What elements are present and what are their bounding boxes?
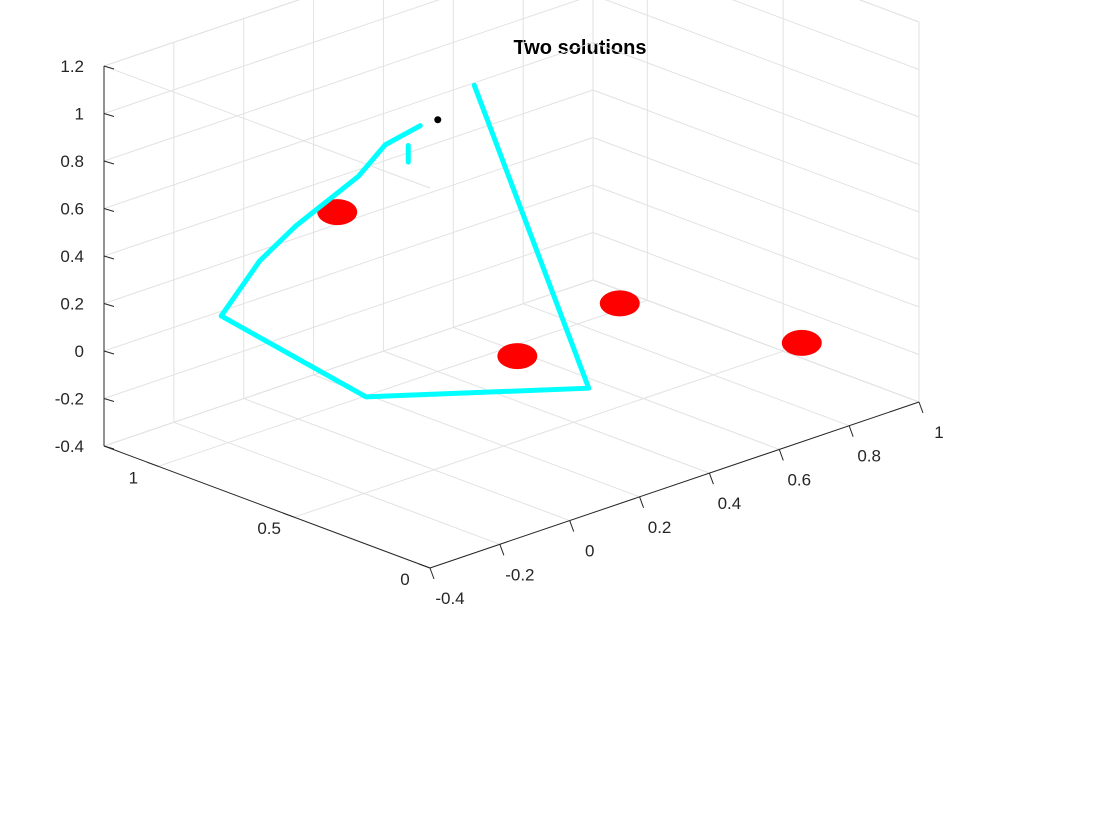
x-tick-label: 0.2	[648, 518, 672, 537]
x-tick	[569, 520, 575, 532]
grid-line	[453, 326, 780, 450]
x-tick-label: 0	[585, 542, 594, 561]
y-tick	[282, 512, 295, 518]
y-tick	[147, 461, 159, 467]
z-tick-label: -0.2	[55, 390, 84, 409]
grid-line	[383, 350, 710, 474]
y-tick-label: 0	[400, 570, 409, 589]
z-tick-label: 0.6	[60, 200, 84, 219]
x-tick-label: -0.4	[435, 589, 464, 608]
x-tick	[778, 449, 784, 461]
chart-title: Two solutions	[514, 37, 647, 59]
grid-line	[243, 398, 570, 522]
z-tick-label: 1	[75, 105, 84, 124]
z-tick	[103, 445, 115, 450]
end-point	[434, 116, 442, 124]
marker-point	[781, 329, 822, 356]
z-tick-label: 0.2	[60, 295, 84, 314]
z-tick	[103, 255, 115, 260]
grid-line	[294, 350, 784, 518]
grid-line	[173, 421, 501, 545]
x-tick	[918, 401, 924, 414]
grid-line	[103, 65, 431, 189]
x-tick	[429, 567, 435, 580]
x-axis-line	[429, 401, 920, 569]
y-tick	[418, 563, 431, 569]
grid-line	[858, 0, 920, 23]
marker-point	[317, 199, 358, 226]
grid-line	[103, 42, 594, 209]
series-line	[218, 82, 592, 400]
y-tick-label: 1	[129, 468, 138, 487]
z-tick-label: 1.2	[60, 57, 84, 76]
x-tick-label: 0.6	[787, 470, 811, 489]
grid-line	[103, 184, 594, 352]
z-tick	[103, 398, 115, 402]
grid-line	[592, 42, 920, 165]
grid-line	[731, 0, 920, 70]
x-tick	[848, 425, 854, 437]
z-tick	[103, 65, 115, 70]
x-tick	[639, 496, 645, 509]
axes: -0.4 -0.2 0 0.2 0.4 0.6 0.8 1 0 0.5 1 -0.4 -0.2 0 0.2 0…	[55, 57, 944, 608]
z-tick	[103, 350, 115, 355]
plot-area	[218, 82, 822, 400]
x-tick-label: -0.2	[505, 565, 534, 584]
y-tick-label: 0.5	[257, 519, 281, 538]
grid-line	[592, 279, 920, 403]
marker-point	[599, 290, 640, 317]
x-tick-label: 0.8	[857, 447, 881, 466]
grid-line	[103, 279, 594, 447]
grid-line	[103, 232, 594, 399]
z-tick-label: -0.4	[55, 437, 84, 456]
z-tick-label: 0.8	[60, 152, 84, 171]
grid-line	[592, 232, 920, 355]
z-tick-label: 0	[75, 342, 84, 361]
z-tick	[103, 303, 115, 307]
grid-line	[592, 184, 920, 308]
z-tick-label: 0.4	[60, 247, 84, 266]
grid-line	[103, 0, 580, 162]
grid-line	[592, 89, 920, 213]
z-tick	[103, 208, 115, 212]
grid-line	[522, 303, 850, 427]
x-tick	[499, 544, 505, 556]
x-tick-label: 1	[934, 423, 943, 442]
z-tick	[103, 113, 115, 117]
grid-line	[158, 299, 648, 467]
x-tick-label: 0.4	[718, 494, 742, 513]
grid-line	[103, 0, 440, 114]
grid-line	[103, 89, 594, 257]
grid-line	[103, 0, 300, 67]
grid-line	[592, 137, 920, 260]
grid-line	[604, 0, 920, 118]
z-tick	[103, 160, 115, 165]
marker-point	[497, 343, 538, 370]
x-tick	[708, 472, 714, 485]
